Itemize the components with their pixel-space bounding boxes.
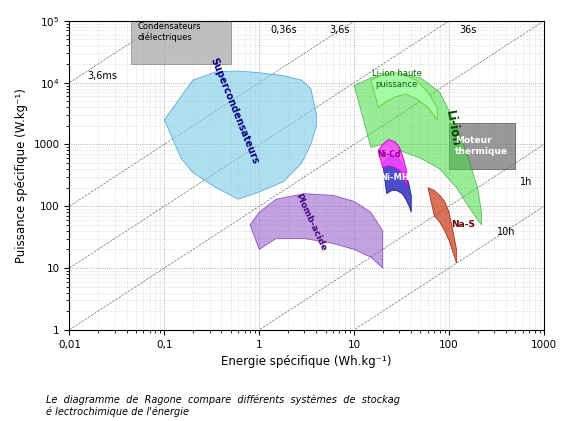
Text: 3,6ms: 3,6ms	[87, 71, 117, 81]
X-axis label: Energie spécifique (Wh.kg⁻¹): Energie spécifique (Wh.kg⁻¹)	[221, 355, 392, 368]
Text: Plomb-acide: Plomb-acide	[293, 192, 328, 253]
Polygon shape	[250, 194, 383, 268]
Text: 3,6s: 3,6s	[329, 25, 349, 35]
Text: Ni-Cd: Ni-Cd	[377, 149, 400, 159]
Polygon shape	[383, 154, 411, 212]
Text: Le  diagramme  de  Ragone  compare  différents  systèmes  de  stockag
é lectroch: Le diagramme de Ragone compare différent…	[46, 394, 400, 417]
Text: Moteur
thermique: Moteur thermique	[455, 136, 508, 156]
Y-axis label: Puissance spécifique (W.kg⁻¹): Puissance spécifique (W.kg⁻¹)	[15, 88, 28, 263]
Text: Ni-MH: Ni-MH	[381, 173, 410, 182]
Polygon shape	[428, 188, 456, 263]
Polygon shape	[132, 21, 231, 64]
Text: Supercondensateurs: Supercondensateurs	[209, 56, 260, 165]
Polygon shape	[371, 73, 437, 120]
Polygon shape	[449, 123, 515, 169]
Polygon shape	[354, 74, 482, 225]
Text: 0,36s: 0,36s	[270, 25, 297, 35]
Polygon shape	[378, 140, 407, 188]
Text: Condensateurs
diélectriques: Condensateurs diélectriques	[137, 21, 201, 42]
Text: 10h: 10h	[497, 227, 515, 237]
Text: 36s: 36s	[460, 25, 477, 35]
Text: Li-ion haute
puissance: Li-ion haute puissance	[372, 69, 422, 89]
Polygon shape	[164, 71, 316, 199]
Text: Li-ion: Li-ion	[443, 109, 463, 148]
Text: 1h: 1h	[520, 177, 533, 187]
Text: Na-S: Na-S	[451, 220, 475, 229]
